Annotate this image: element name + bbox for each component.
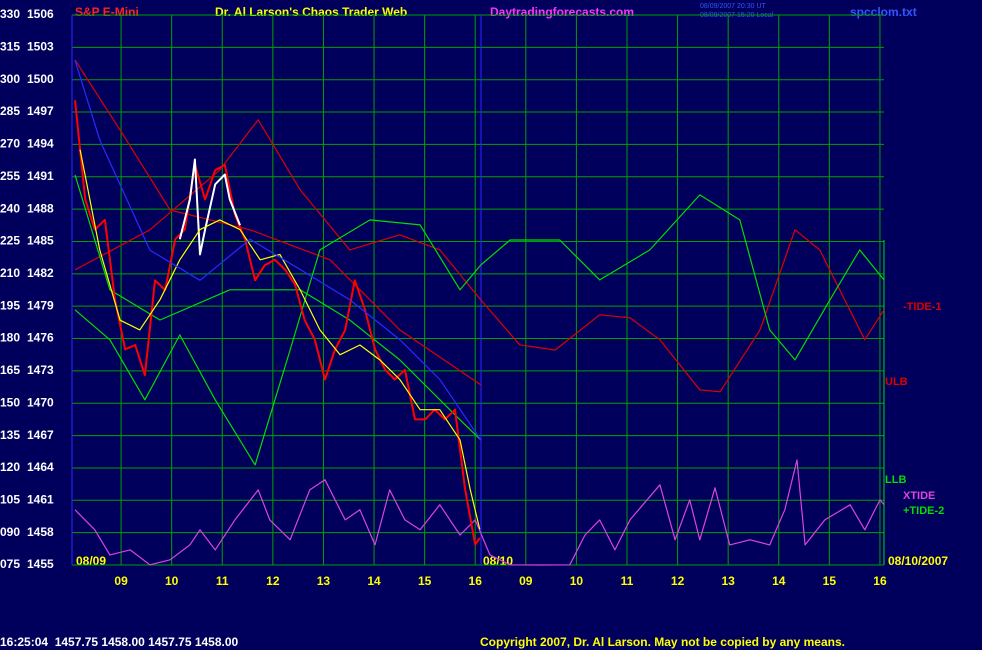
x-tick-label: 09 xyxy=(519,574,533,588)
legend-label: XTIDE xyxy=(903,490,935,502)
y2-tick-label: 1503 xyxy=(27,40,54,54)
header-text: Dr. Al Larson's Chaos Trader Web xyxy=(215,5,407,19)
y-tick-label: 105 xyxy=(0,492,20,506)
y-tick-label: 255 xyxy=(0,169,20,183)
x-tick-label: 13 xyxy=(317,574,331,588)
y-tick-label: 240 xyxy=(0,201,20,215)
x-tick-label: 12 xyxy=(671,574,685,588)
y2-tick-label: 1461 xyxy=(27,492,54,506)
y2-tick-label: 1488 xyxy=(27,201,54,215)
x-tick-label: 16 xyxy=(469,574,483,588)
y2-tick-label: 1458 xyxy=(27,525,54,539)
y2-tick-label: 1506 xyxy=(27,7,54,21)
header-text: Daytradingforecasts.com xyxy=(490,5,634,19)
y2-tick-label: 1467 xyxy=(27,428,54,442)
y-tick-label: 315 xyxy=(0,40,20,54)
x-tick-label: 10 xyxy=(570,574,584,588)
y-tick-label: 075 xyxy=(0,557,20,571)
y-tick-label: 225 xyxy=(0,234,20,248)
y-tick-label: 165 xyxy=(0,363,20,377)
series-line xyxy=(74,119,885,393)
x-tick-label: 09 xyxy=(114,574,128,588)
y2-tick-label: 1482 xyxy=(27,266,54,280)
series-line xyxy=(74,459,885,566)
day-label: 08/09 xyxy=(76,554,106,568)
series-line xyxy=(74,60,482,441)
y2-tick-label: 1491 xyxy=(27,169,54,183)
y-tick-label: 330 xyxy=(0,7,20,21)
legend-label: +TIDE-2 xyxy=(903,505,944,517)
y2-tick-label: 1497 xyxy=(27,104,54,118)
series-line xyxy=(74,59,482,386)
y-tick-label: 120 xyxy=(0,460,20,474)
day-label: 08/10/2007 xyxy=(888,554,948,568)
y2-tick-label: 1494 xyxy=(27,137,54,151)
x-tick-label: 14 xyxy=(367,574,381,588)
x-tick-label: 12 xyxy=(266,574,280,588)
y2-tick-label: 1479 xyxy=(27,298,54,312)
x-tick-label: 13 xyxy=(721,574,735,588)
y-tick-label: 135 xyxy=(0,428,20,442)
y-tick-label: 150 xyxy=(0,395,20,409)
y-tick-label: 195 xyxy=(0,298,20,312)
chart-title: S&P E-Mini xyxy=(75,5,139,19)
header-text: spcclom.txt xyxy=(850,5,917,19)
y2-tick-label: 1485 xyxy=(27,234,54,248)
y-tick-label: 300 xyxy=(0,72,20,86)
legend-label: ULB xyxy=(885,376,908,388)
y2-tick-label: 1470 xyxy=(27,395,54,409)
x-tick-label: 11 xyxy=(216,574,229,588)
day-label: 08/10 xyxy=(483,554,513,568)
y2-tick-label: 1455 xyxy=(27,557,54,571)
x-tick-label: 16 xyxy=(873,574,887,588)
y-tick-label: 270 xyxy=(0,137,20,151)
header-text: 08/09/2007 20:30 UT xyxy=(700,3,766,10)
series-line xyxy=(79,149,481,530)
x-tick-label: 11 xyxy=(621,574,634,588)
y-tick-label: 210 xyxy=(0,266,20,280)
y2-tick-label: 1473 xyxy=(27,363,54,377)
series-line xyxy=(74,194,885,466)
copyright: Copyright 2007, Dr. Al Larson. May not b… xyxy=(480,635,845,649)
x-tick-label: 14 xyxy=(772,574,786,588)
legend-label: -TIDE-1 xyxy=(903,301,942,313)
x-tick-label: 15 xyxy=(823,574,837,588)
y2-tick-label: 1476 xyxy=(27,331,54,345)
y2-tick-label: 1500 xyxy=(27,72,54,86)
series-line xyxy=(74,100,481,546)
series-line xyxy=(178,158,241,256)
y-tick-label: 285 xyxy=(0,104,20,118)
y2-tick-label: 1464 xyxy=(27,460,54,474)
x-tick-label: 15 xyxy=(418,574,432,588)
footer-quote: 16:25:04 1457.75 1458.00 1457.75 1458.00 xyxy=(0,635,239,649)
x-tick-label: 10 xyxy=(165,574,179,588)
y-tick-label: 180 xyxy=(0,331,20,345)
y-tick-label: 090 xyxy=(0,525,20,539)
legend-label: LLB xyxy=(885,474,906,486)
